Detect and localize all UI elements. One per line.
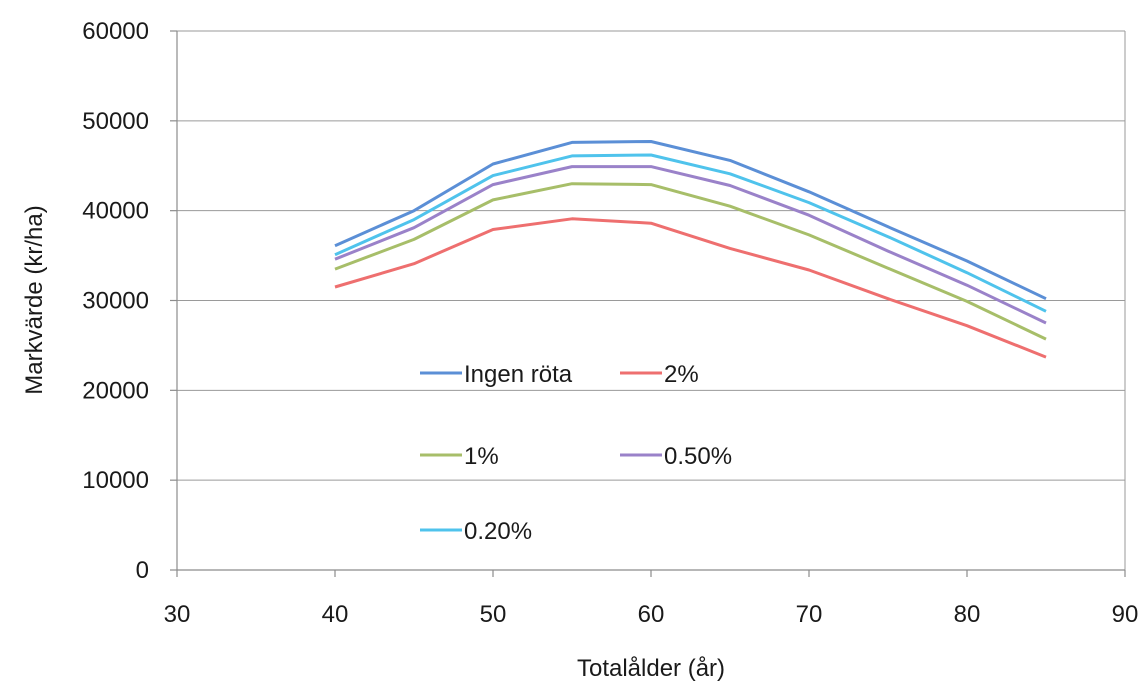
series-lines	[334, 140, 1047, 359]
legend-label: 2%	[664, 361, 699, 388]
series-line-2	[334, 217, 1047, 359]
x-tick-label: 40	[322, 601, 349, 628]
legend-label: 0.20%	[464, 518, 532, 545]
legend-label: 1%	[464, 443, 499, 470]
y-tick-label: 30000	[82, 288, 149, 315]
x-tick-label: 50	[480, 601, 507, 628]
gridlines	[177, 30, 1126, 570]
legend: Ingen röta 2% 1% 0.50% 0.20%	[420, 361, 732, 545]
series-line-5	[334, 153, 1047, 313]
y-tick-label: 50000	[82, 108, 149, 135]
x-axis-title: Totalålder (år)	[577, 655, 725, 682]
x-tick-label: 70	[796, 601, 823, 628]
series-line-1	[334, 140, 1047, 301]
series-line-3	[334, 182, 1047, 341]
y-tick-label: 10000	[82, 467, 149, 494]
legend-label: 0.50%	[664, 443, 732, 470]
y-tick-label: 0	[136, 557, 149, 584]
x-tick-label: 80	[954, 601, 981, 628]
y-tick-label: 60000	[82, 18, 149, 45]
axes: 0 10000 20000 30000 40000 50000 60000 30 40 50 60 7…	[82, 18, 1138, 628]
y-tick-label: 40000	[82, 198, 149, 225]
y-axis-title: Markvärde (kr/ha)	[21, 205, 48, 394]
legend-label: Ingen röta	[464, 361, 573, 388]
x-tick-label: 90	[1112, 601, 1139, 628]
y-tick-label: 20000	[82, 377, 149, 404]
x-tick-label: 30	[164, 601, 191, 628]
series-line-4	[334, 165, 1047, 325]
x-tick-label: 60	[638, 601, 665, 628]
